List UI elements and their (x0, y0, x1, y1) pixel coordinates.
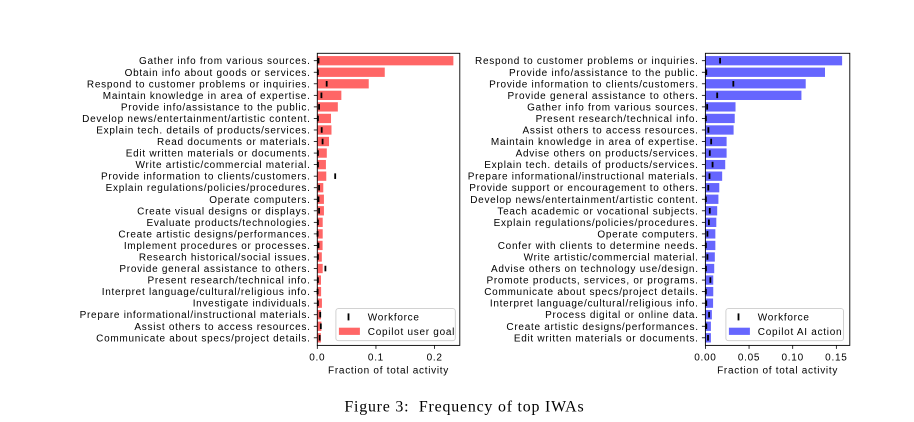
svg-text:Provide info/assistance to the: Provide info/assistance to the public. (509, 68, 699, 79)
svg-text:Explain regulations/policies/p: Explain regulations/policies/procedures. (106, 183, 311, 194)
svg-text:Copilot user goal: Copilot user goal (368, 327, 455, 338)
svg-text:Assist others to access resour: Assist others to access resources. (134, 322, 310, 333)
svg-text:Present research/technical inf: Present research/technical info. (147, 276, 310, 287)
svg-text:Obtain info about goods or ser: Obtain info about goods or services. (125, 68, 311, 79)
svg-text:Assist others to access resour: Assist others to access resources. (522, 125, 698, 136)
svg-text:Provide info/assistance to the: Provide info/assistance to the public. (121, 102, 311, 113)
svg-text:Confer with clients to determi: Confer with clients to determine needs. (498, 241, 699, 252)
svg-text:Create artistic designs/perfor: Create artistic designs/performances. (118, 229, 310, 240)
svg-text:Prepare informational/instruct: Prepare informational/instructional mate… (468, 172, 699, 183)
svg-text:Provide support or encourageme: Provide support or encouragement to othe… (469, 183, 698, 194)
svg-text:Maintain knowledge in area of: Maintain knowledge in area of expertise. (491, 137, 699, 148)
svg-text:Teach academic or vocational s: Teach academic or vocational subjects. (497, 206, 698, 217)
svg-text:Operate computers.: Operate computers. (209, 195, 310, 206)
svg-text:Present research/technical inf: Present research/technical info. (536, 114, 699, 125)
svg-text:Advise others on products/serv: Advise others on products/services. (516, 149, 699, 160)
svg-text:Edit written materials or docu: Edit written materials or documents. (514, 333, 699, 344)
svg-text:Implement procedures or proces: Implement procedures or processes. (124, 241, 311, 252)
svg-text:Respond to customer problems o: Respond to customer problems or inquirie… (87, 79, 311, 90)
svg-text:Evaluate products/technologies: Evaluate products/technologies. (147, 218, 311, 229)
svg-text:0.15: 0.15 (825, 353, 847, 364)
svg-text:Develop news/entertainment/art: Develop news/entertainment/artistic cont… (470, 195, 698, 206)
svg-text:Explain regulations/policies/p: Explain regulations/policies/procedures. (494, 218, 699, 229)
svg-text:Advise others on technology us: Advise others on technology use/design. (491, 264, 699, 275)
svg-text:Provide information to clients: Provide information to clients/customers… (101, 172, 311, 183)
svg-text:Create artistic designs/perfor: Create artistic designs/performances. (506, 322, 698, 333)
svg-text:Copilot AI action: Copilot AI action (758, 327, 843, 338)
svg-text:0.2: 0.2 (427, 353, 443, 364)
svg-text:Workforce: Workforce (758, 312, 810, 323)
svg-text:0.0: 0.0 (309, 353, 325, 364)
svg-text:Edit written materials or docu: Edit written materials or documents. (126, 149, 311, 160)
svg-text:Research historical/social iss: Research historical/social issues. (139, 252, 311, 263)
svg-text:Provide general assistance to: Provide general assistance to others. (508, 91, 699, 102)
svg-text:0.1: 0.1 (368, 353, 384, 364)
svg-text:Interpret language/cultural/re: Interpret language/cultural/religious in… (490, 299, 699, 310)
svg-text:Maintain knowledge in area of: Maintain knowledge in area of expertise. (103, 91, 311, 102)
svg-text:Promote products, services, or: Promote products, services, or programs. (486, 276, 698, 287)
svg-text:Investigate individuals.: Investigate individuals. (193, 299, 311, 310)
svg-text:Workforce: Workforce (368, 312, 420, 323)
svg-text:Gather info from various sourc: Gather info from various sources. (527, 102, 699, 113)
svg-text:Write artistic/commercial mate: Write artistic/commercial material. (524, 252, 699, 263)
svg-text:Provide general assistance to: Provide general assistance to others. (119, 264, 310, 275)
svg-text:Prepare informational/instruct: Prepare informational/instructional mate… (80, 310, 311, 321)
svg-text:Gather info from various sourc: Gather info from various sources. (139, 56, 311, 67)
svg-text:Fraction of total activity: Fraction of total activity (328, 365, 449, 376)
svg-text:0.10: 0.10 (782, 353, 804, 364)
svg-text:Communicate about specs/projec: Communicate about specs/project details. (96, 333, 310, 344)
svg-text:Explain tech. details of produ: Explain tech. details of products/servic… (484, 160, 698, 171)
svg-text:Create visual designs or displ: Create visual designs or displays. (137, 206, 310, 217)
svg-text:Fraction of total activity: Fraction of total activity (717, 365, 838, 376)
svg-text:Read documents or materials.: Read documents or materials. (157, 137, 311, 148)
svg-text:Explain tech. details of produ: Explain tech. details of products/servic… (96, 125, 310, 136)
svg-text:Process digital or online data: Process digital or online data. (545, 310, 699, 321)
svg-text:Figure 3: Frequency of top IW: Figure 3: Frequency of top IWAs (344, 398, 584, 415)
svg-text:Operate computers.: Operate computers. (597, 229, 698, 240)
svg-text:Communicate about specs/projec: Communicate about specs/project details. (484, 287, 698, 298)
svg-text:Interpret language/cultural/re: Interpret language/cultural/religious in… (102, 287, 311, 298)
svg-text:Write artistic/commercial mate: Write artistic/commercial material. (136, 160, 311, 171)
svg-text:0.05: 0.05 (738, 353, 760, 364)
svg-text:0.00: 0.00 (694, 353, 716, 364)
svg-text:Respond to customer problems o: Respond to customer problems or inquirie… (475, 56, 699, 67)
svg-text:Provide information to clients: Provide information to clients/customers… (489, 79, 699, 90)
svg-text:Develop news/entertainment/art: Develop news/entertainment/artistic cont… (82, 114, 310, 125)
